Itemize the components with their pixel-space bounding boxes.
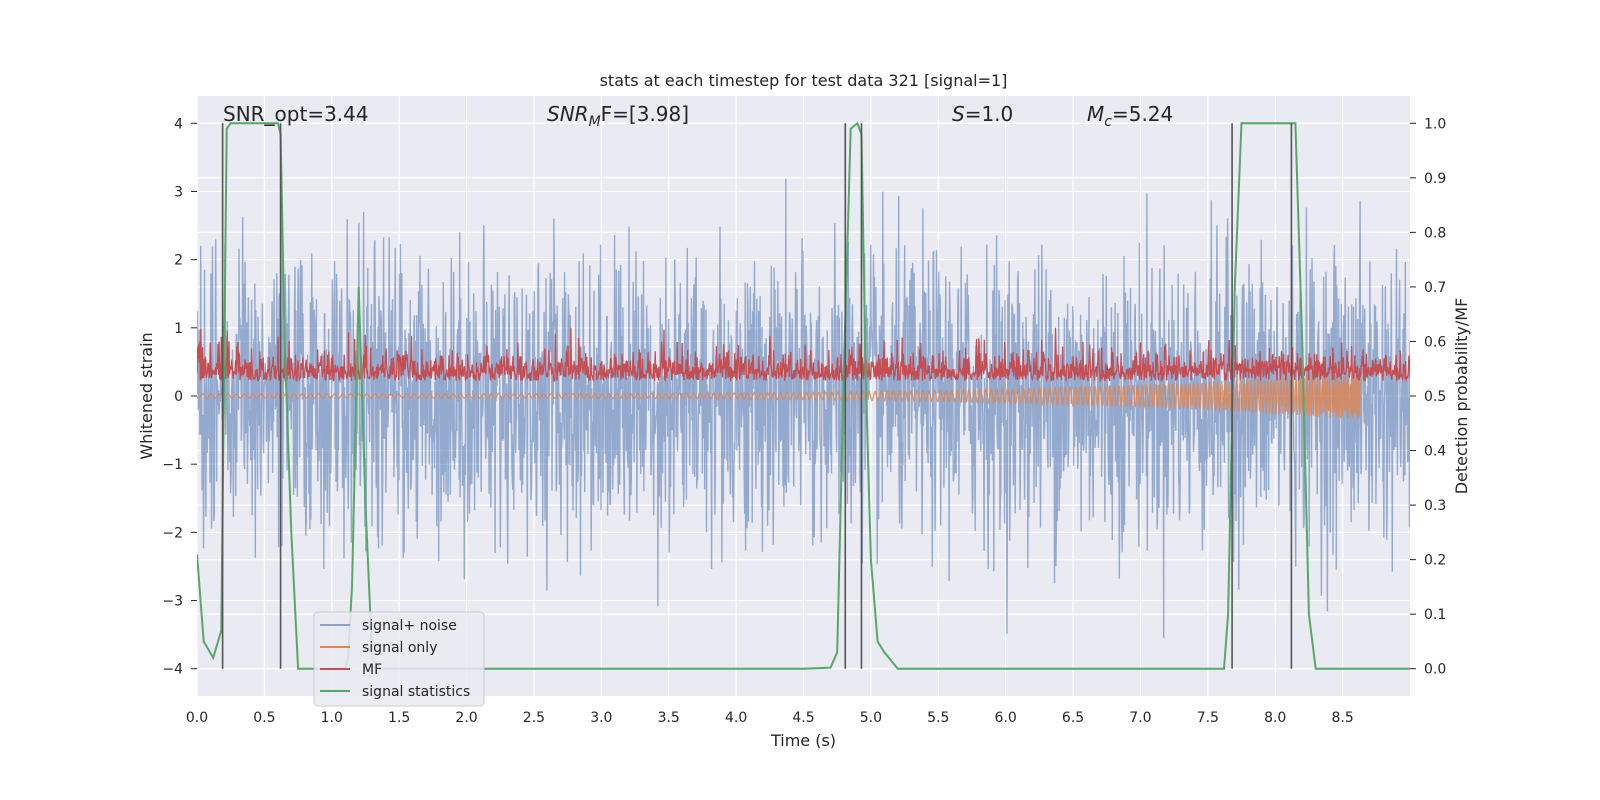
y-tick-label: 4 bbox=[174, 116, 183, 132]
y-tick-label: 3 bbox=[174, 184, 183, 200]
series-signal-only bbox=[197, 371, 1363, 420]
y2-tick-label: 0.6 bbox=[1424, 334, 1446, 350]
y2-tick-label: 0.9 bbox=[1424, 171, 1446, 187]
legend-box bbox=[313, 611, 485, 707]
series-signal-statistics bbox=[197, 121, 1410, 670]
y2-tick-label: 0.3 bbox=[1424, 498, 1446, 514]
x-tick-label: 5.0 bbox=[860, 710, 882, 726]
x-tick-label: 1.5 bbox=[388, 710, 410, 726]
axis-ticks: 0.0 0.5 1.0 1.5 2.0 2.5 3.0 3.5 4.0 4.5 5.0 5.5 6.0 6… bbox=[162, 116, 1446, 726]
x-tick-label: 8.0 bbox=[1264, 710, 1286, 726]
y2-tick-label: 0.5 bbox=[1424, 389, 1446, 405]
chart-title: stats at each timestep for test data 321… bbox=[600, 71, 1008, 90]
y-tick-label: −1 bbox=[162, 457, 183, 473]
legend-label: signal+ noise bbox=[362, 618, 457, 634]
y2-tick-label: 0.1 bbox=[1424, 607, 1446, 623]
annotation-3: Mc=5.24 bbox=[1087, 102, 1173, 130]
x-tick-label: 3.0 bbox=[590, 710, 612, 726]
y-tick-label: 0 bbox=[174, 389, 183, 405]
x-tick-label: 2.0 bbox=[455, 710, 477, 726]
y-tick-label: 2 bbox=[174, 253, 183, 269]
series-layer bbox=[197, 121, 1410, 670]
x-tick-label: 0.5 bbox=[253, 710, 275, 726]
y-tick-label: −2 bbox=[162, 525, 183, 541]
y2-tick-label: 0.8 bbox=[1424, 225, 1446, 241]
y2-tick-label: 0.7 bbox=[1424, 280, 1446, 296]
y2-tick-label: 0.0 bbox=[1424, 662, 1446, 678]
detection-markers bbox=[221, 123, 1293, 669]
legend-label: signal statistics bbox=[362, 684, 470, 700]
series-signal-noise bbox=[197, 178, 1410, 639]
x-tick-label: 0.0 bbox=[186, 710, 208, 726]
legend: signal+ noise signal only MF signal statist… bbox=[313, 611, 485, 707]
x-tick-label: 1.0 bbox=[321, 710, 343, 726]
y-tick-label: 1 bbox=[174, 321, 183, 337]
annotations: SNR_opt=3.44 SNRMF=[3.98] S=1.0 Mc=5.24 bbox=[223, 102, 1173, 130]
y-tick-label: −3 bbox=[162, 594, 183, 610]
y2-axis-label: Detection probability/MF bbox=[1452, 298, 1471, 495]
x-tick-label: 4.5 bbox=[792, 710, 814, 726]
x-tick-label: 6.5 bbox=[1062, 710, 1084, 726]
x-tick-label: 4.0 bbox=[725, 710, 747, 726]
x-tick-label: 6.0 bbox=[995, 710, 1017, 726]
x-axis-label: Time (s) bbox=[770, 731, 836, 750]
x-tick-label: 5.5 bbox=[927, 710, 949, 726]
x-tick-label: 7.0 bbox=[1129, 710, 1151, 726]
y-tick-label: −4 bbox=[162, 662, 183, 678]
y-axis-label: Whitened strain bbox=[137, 332, 156, 459]
annotation-0: SNR_opt=3.44 bbox=[223, 102, 369, 126]
legend-label: signal only bbox=[362, 640, 437, 656]
x-tick-label: 3.5 bbox=[658, 710, 680, 726]
series-mf bbox=[197, 327, 1410, 383]
y2-tick-label: 1.0 bbox=[1424, 116, 1446, 132]
annotation-2: S=1.0 bbox=[952, 102, 1013, 126]
legend-label: MF bbox=[362, 662, 382, 678]
x-tick-label: 2.5 bbox=[523, 710, 545, 726]
x-tick-label: 7.5 bbox=[1197, 710, 1219, 726]
y2-tick-label: 0.2 bbox=[1424, 553, 1446, 569]
x-tick-label: 8.5 bbox=[1331, 710, 1353, 726]
annotation-1: SNRMF=[3.98] bbox=[547, 102, 689, 130]
y2-tick-label: 0.4 bbox=[1424, 444, 1446, 460]
